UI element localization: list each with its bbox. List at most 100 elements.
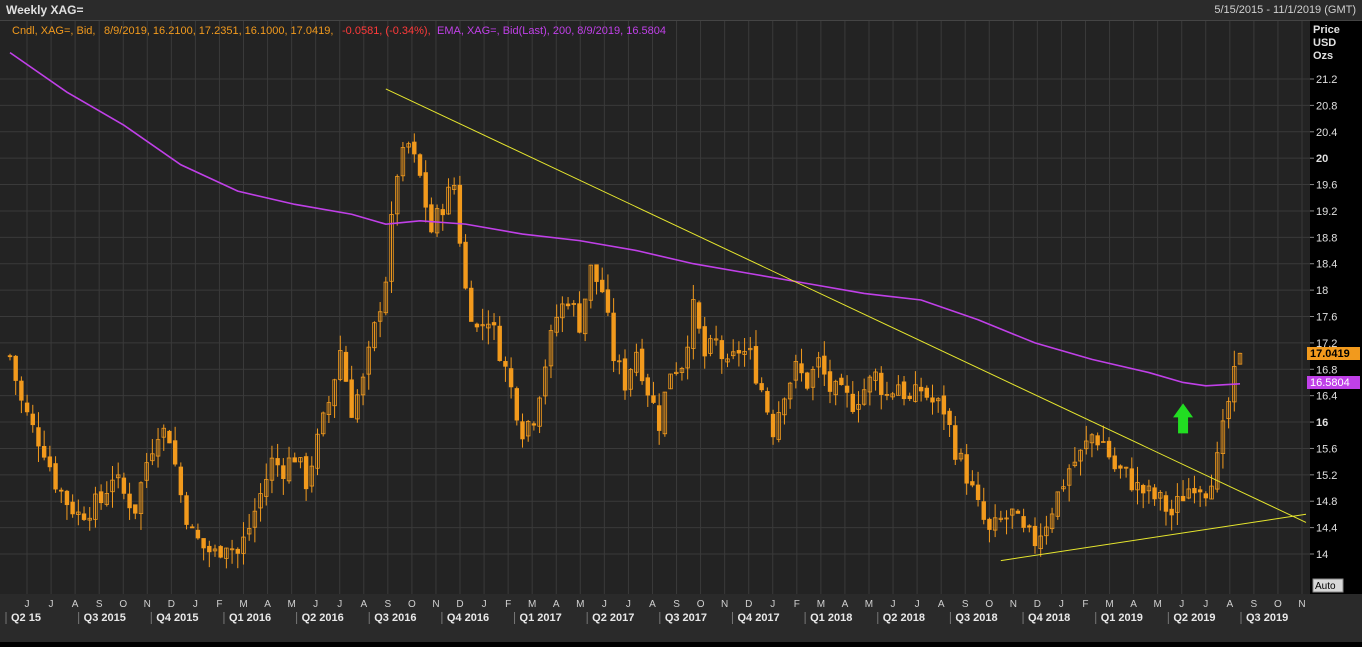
candle-body [1101,441,1106,443]
candle-body [246,528,252,535]
candle-body [429,204,434,233]
candle-body [924,387,930,398]
auto-scale-button[interactable] [1312,578,1344,593]
candle-body [765,391,770,413]
candle-body [918,386,924,392]
candle-body [98,491,104,504]
x-quarter-label: Q4 2015 [156,612,198,624]
x-month-label: N [432,599,439,610]
candle-body [759,383,764,391]
candle-body [1021,516,1026,528]
candle-body [395,176,400,215]
candle-body [611,312,616,362]
x-quarter-label: Q4 2017 [737,612,779,624]
candle-body [827,371,833,392]
candle-body [275,458,280,466]
candle-body [190,526,195,529]
candle-body [1203,493,1209,499]
candle-body [992,517,998,531]
candle-body [873,371,878,381]
x-month-label: J [482,599,487,610]
candle-body [440,209,445,216]
candle-body [1078,449,1083,462]
candle-body [696,302,702,329]
x-month-label: A [1226,599,1233,610]
window-title: Weekly XAG= [6,3,84,17]
candle-body [138,482,144,514]
candle-body [195,529,201,539]
candle-body [269,457,275,481]
x-month-label: A [1130,599,1137,610]
candle-body [856,404,861,410]
candle-body [480,324,485,327]
x-month-label: J [25,599,30,610]
price-axis[interactable]: 14 14.4 14.8 15.2 15.6 16 16.4 16.8 17.2 17.6 18 18… [1310,74,1337,561]
candle-body [127,493,132,509]
x-month-label: J [49,599,54,610]
candle-body [725,358,730,363]
candle-body [560,303,565,319]
candle-body [833,380,838,396]
price-axis-background [1310,21,1362,594]
y-tick-label: 18.4 [1316,259,1337,271]
candle-body [850,393,855,412]
candle-body [155,439,161,457]
candle-body [412,141,417,155]
y-tick-label: 20 [1316,153,1328,165]
candle-body [201,538,206,549]
candle-body [708,338,713,354]
candle-body [212,548,218,552]
candle-body [634,351,639,373]
candle-body [662,391,668,435]
candle-body [377,311,383,322]
x-month-label: S [385,599,392,610]
x-month-label: D [1034,599,1041,610]
y-tick-label: 19.6 [1316,180,1337,192]
candle-body [104,493,110,505]
candle-series [7,133,1243,569]
y-tick-label: 16 [1316,417,1328,429]
x-month-label: J [313,599,318,610]
legend-candle-prefix: Cndl, XAG=, Bid, [12,25,95,37]
candle-body [13,355,18,381]
candle-body [1220,420,1226,454]
candle-body [372,322,377,349]
candle-body [907,395,912,400]
candle-body [702,326,707,357]
x-month-label: O [408,599,416,610]
x-month-label: M [817,599,825,610]
x-month-label: M [287,599,295,610]
candle-body [520,421,525,440]
candle-body [486,323,491,329]
x-month-label: J [602,599,607,610]
candle-body [1180,495,1186,502]
x-month-label: M [865,599,873,610]
candle-body [1186,488,1191,499]
candle-body [1175,496,1180,513]
candle-body [24,402,30,413]
candle-body [1084,440,1089,450]
x-month-label: M [1105,599,1113,610]
y-tick-label: 16.4 [1316,391,1337,403]
candle-body [161,427,166,438]
candle-body [349,379,354,418]
y-tick-label: 21.2 [1316,74,1337,86]
chart-area[interactable]: 14 14.4 14.8 15.2 15.6 16 16.4 16.8 17.2 17.6 18 18… [0,21,1362,642]
x-quarter-label: Q4 2018 [1028,612,1070,624]
candle-body [531,423,537,426]
y-tick-label: 18.8 [1316,232,1337,244]
candle-body [1197,489,1203,493]
x-month-label: N [1010,599,1017,610]
candle-body [879,372,884,395]
candle-body [884,394,890,396]
candle-body [565,303,571,307]
candle-body [235,548,240,554]
x-month-label: S [96,599,103,610]
candle-body [1061,486,1066,490]
price-chart[interactable]: 14 14.4 14.8 15.2 15.6 16 16.4 16.8 17.2 17.6 18 18… [0,21,1362,642]
candle-body [1049,513,1055,530]
candle-body [810,369,816,388]
last-price-label: 17.0419 [1310,348,1350,360]
candle-body [782,398,787,416]
